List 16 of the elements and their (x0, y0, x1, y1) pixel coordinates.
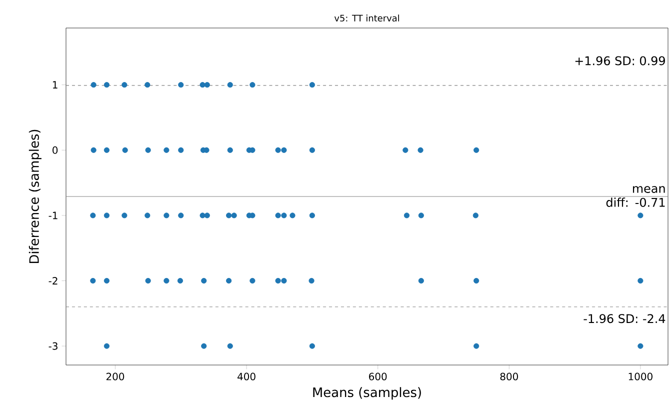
x-tick-label: 800 (500, 372, 518, 380)
x-tick-label: 600 (369, 372, 387, 380)
ref-line-label: +1.96 SD: 0.99 (575, 56, 665, 66)
ref-line-label: -1.96 SD: -2.4 (584, 314, 666, 324)
x-tick-label: 1000 (628, 372, 652, 380)
x-tick-label: 400 (238, 372, 256, 380)
y-tick-label: -3 (48, 342, 58, 350)
ref-line-label: mean diff: -0.71 (606, 186, 665, 207)
y-tick-label: 1 (52, 81, 58, 88)
y-tick-label: -1 (48, 212, 58, 220)
y-axis-title: Diferrence (samples) (28, 130, 42, 264)
y-tick-label: 0 (52, 146, 58, 154)
chart-title: v5: TT interval (334, 14, 400, 22)
x-tick-label: 200 (106, 372, 124, 380)
x-axis-title: Means (samples) (313, 387, 421, 400)
y-tick-label: -2 (48, 277, 58, 284)
